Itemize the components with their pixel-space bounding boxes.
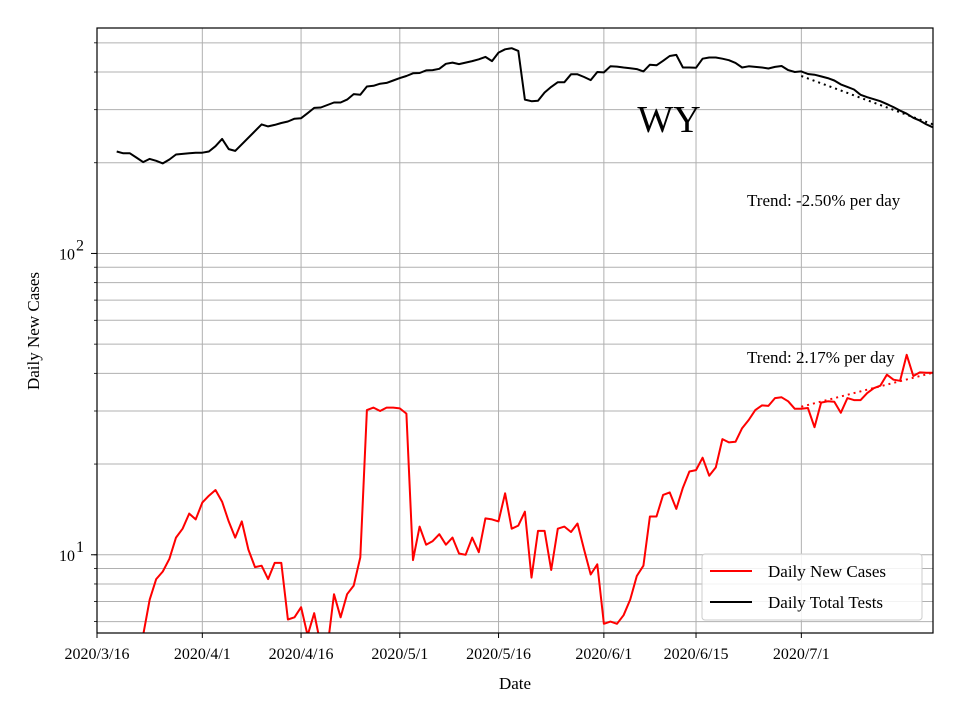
legend-label-daily-new-cases: Daily New Cases [768,562,886,581]
y-tick-label: 10 [59,548,75,565]
state-label: WY [637,99,700,141]
x-tick-label: 2020/5/1 [371,646,428,663]
series-line-daily-new-cases [142,353,933,633]
plot-frame [96,27,934,634]
x-tick-label: 2020/7/1 [773,646,830,663]
x-tick-label: 2020/4/16 [269,646,334,663]
x-tick-label: 2020/6/1 [575,646,632,663]
tests-trend-annotation: Trend: -2.50% per day [747,191,901,210]
x-tick-label: 2020/6/15 [664,646,729,663]
x-tick-label: 2020/5/16 [466,646,531,663]
x-axis-label: Date [499,674,531,693]
series-line-daily-total-tests [116,47,933,165]
ticks: 2020/3/16 2020/4/1 2020/4/16 2020/5/1 2020/5… [59,42,830,663]
x-tick-label: 2020/4/1 [174,646,231,663]
y-axis-label: Daily New Cases [24,272,43,390]
y-tick-exponent: 2 [76,237,84,254]
legend-box [701,553,923,621]
legend: Daily New Cases Daily Total Tests [701,553,923,621]
series-layer [116,47,933,633]
legend-label-daily-total-tests: Daily Total Tests [768,593,883,612]
grid [96,28,933,633]
cases-trend-annotation: Trend: 2.17% per day [747,348,895,367]
x-tick-label: 2020/3/16 [65,646,130,663]
y-tick-exponent: 1 [76,539,84,556]
y-tick-label: 10 [59,246,75,263]
